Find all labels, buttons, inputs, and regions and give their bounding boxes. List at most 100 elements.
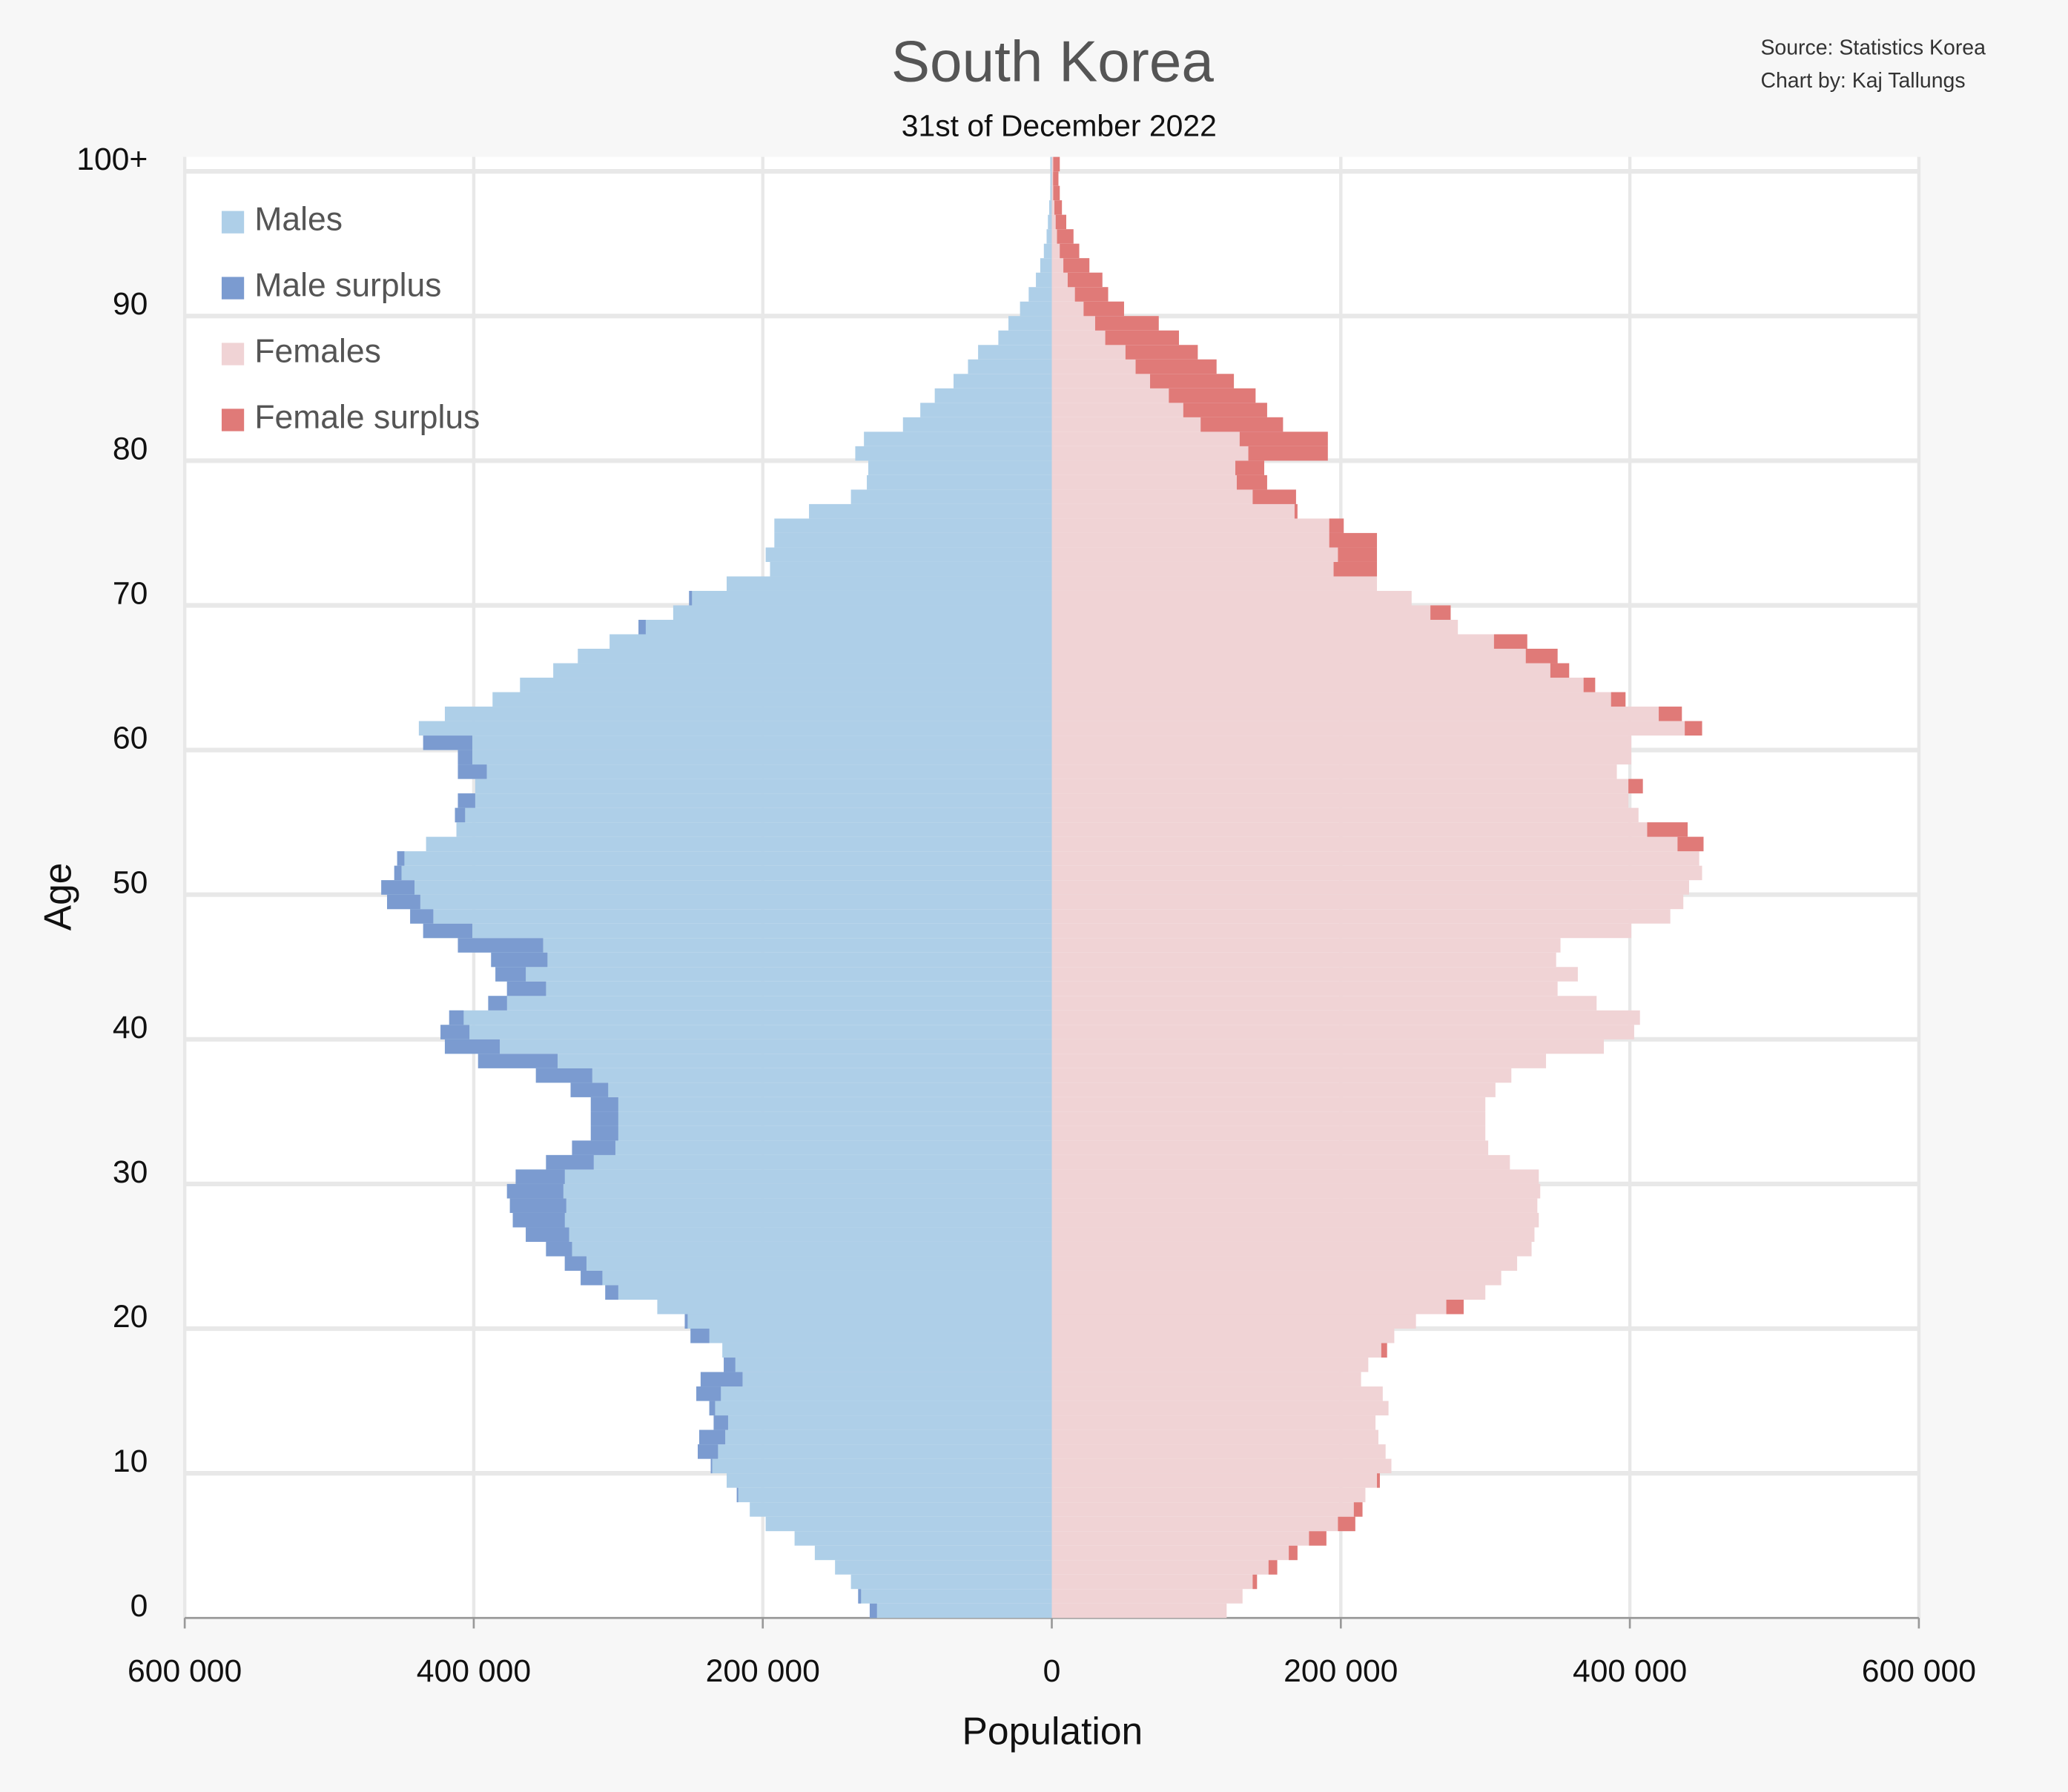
male-bar	[814, 1545, 1052, 1561]
male-bar	[696, 1386, 1052, 1401]
female-surplus-bar	[1054, 200, 1063, 215]
female-bar	[1051, 1502, 1363, 1517]
female-bar	[1051, 880, 1689, 895]
male-bar	[869, 1603, 1052, 1619]
y-tick-label: 70	[113, 575, 148, 611]
male-bar	[1043, 243, 1052, 259]
x-tick-label: 600 000	[1862, 1653, 1976, 1689]
male-bar	[835, 1560, 1052, 1575]
female-bar	[1051, 1140, 1489, 1155]
female-surplus-bar	[1659, 707, 1682, 721]
female-surplus-bar	[1067, 272, 1103, 288]
male-surplus-bar	[736, 1487, 739, 1503]
female-bar	[1051, 1429, 1378, 1445]
labels: South Korea 31st of December 2022 Source…	[36, 29, 1986, 1753]
female-bar	[1051, 1169, 1539, 1184]
x-tick-label: 0	[1043, 1653, 1061, 1689]
male-bar	[423, 923, 1052, 939]
male-bar	[457, 938, 1052, 953]
female-bar	[1051, 663, 1570, 678]
female-bar	[1051, 1082, 1496, 1097]
male-bar	[457, 750, 1052, 765]
male-bar	[572, 1140, 1052, 1155]
male-bar	[1040, 258, 1052, 273]
male-surplus-bar	[570, 1082, 609, 1097]
male-surplus-bar	[698, 1429, 726, 1445]
male-bar	[1020, 301, 1052, 317]
male-bar	[444, 1039, 1052, 1054]
male-bar	[418, 721, 1052, 736]
male-bar	[1046, 229, 1052, 244]
male-surplus-bar	[709, 1401, 716, 1416]
male-surplus-bar	[572, 1140, 615, 1155]
male-bar	[809, 503, 1052, 519]
female-surplus-bar	[1353, 1502, 1363, 1517]
male-bar	[765, 1516, 1052, 1532]
male-bar	[394, 865, 1052, 881]
legend-label: Male surplus	[254, 267, 441, 303]
female-bar	[1051, 894, 1684, 910]
male-bar	[713, 1415, 1052, 1430]
male-surplus-bar	[457, 938, 544, 953]
male-surplus-bar	[444, 1039, 501, 1054]
female-bar	[1051, 952, 1556, 968]
male-bar	[397, 851, 1052, 866]
female-bar	[1051, 649, 1558, 664]
female-bar	[1051, 967, 1578, 982]
male-bar	[553, 663, 1052, 678]
female-bar	[1051, 1487, 1366, 1503]
female-bar	[1051, 764, 1617, 779]
male-surplus-bar	[478, 1054, 558, 1068]
male-bar	[386, 894, 1052, 910]
male-surplus-bar	[381, 880, 415, 895]
male-bar	[492, 692, 1052, 707]
legend-label: Female surplus	[254, 399, 480, 435]
male-bar	[774, 532, 1052, 548]
female-bar	[1051, 1329, 1395, 1343]
female-surplus-bar	[1628, 778, 1643, 794]
male-surplus-bar	[457, 750, 472, 765]
male-bar	[978, 345, 1052, 360]
female-bar	[1051, 475, 1267, 490]
male-bar	[920, 403, 1052, 417]
female-bar	[1051, 1415, 1376, 1430]
male-bar	[673, 605, 1052, 620]
female-surplus-bar	[1430, 605, 1451, 620]
female-surplus-bar	[1183, 403, 1267, 417]
male-bar	[709, 1401, 1052, 1416]
male-bar	[444, 707, 1052, 721]
x-tick-label: 400 000	[417, 1653, 531, 1689]
male-bar	[590, 1111, 1052, 1126]
male-surplus-bar	[564, 1256, 587, 1271]
male-surplus-bar	[457, 764, 487, 779]
male-bar	[535, 1068, 1052, 1083]
female-surplus-bar	[1289, 1545, 1298, 1561]
x-tick-label: 200 000	[1284, 1653, 1398, 1689]
female-bar	[1051, 851, 1699, 866]
male-bar	[1036, 272, 1052, 288]
female-bar	[1051, 1603, 1227, 1619]
female-surplus-bar	[1063, 258, 1090, 273]
female-surplus-bar	[1169, 388, 1256, 403]
female-surplus-bar	[1252, 1574, 1258, 1590]
female-bar	[1051, 1401, 1389, 1416]
male-bar	[700, 1372, 1052, 1387]
male-bar	[520, 678, 1052, 692]
y-tick-label: 30	[113, 1154, 148, 1190]
male-bar	[578, 649, 1052, 664]
female-bar	[1051, 678, 1596, 692]
female-bar	[1051, 1025, 1634, 1039]
legend-swatch	[221, 211, 245, 234]
female-bar	[1051, 634, 1527, 649]
female-bar	[1051, 1314, 1416, 1329]
male-surplus-bar	[684, 1314, 688, 1329]
female-bar	[1051, 1183, 1541, 1199]
male-bar	[765, 547, 1052, 562]
female-surplus-bar	[1583, 678, 1596, 692]
female-bar	[1051, 692, 1626, 707]
female-surplus-bar	[1252, 489, 1296, 504]
male-bar	[722, 1343, 1052, 1358]
female-bar	[1051, 1458, 1392, 1474]
female-bar	[1051, 1125, 1486, 1141]
male-bar	[698, 1429, 1052, 1445]
